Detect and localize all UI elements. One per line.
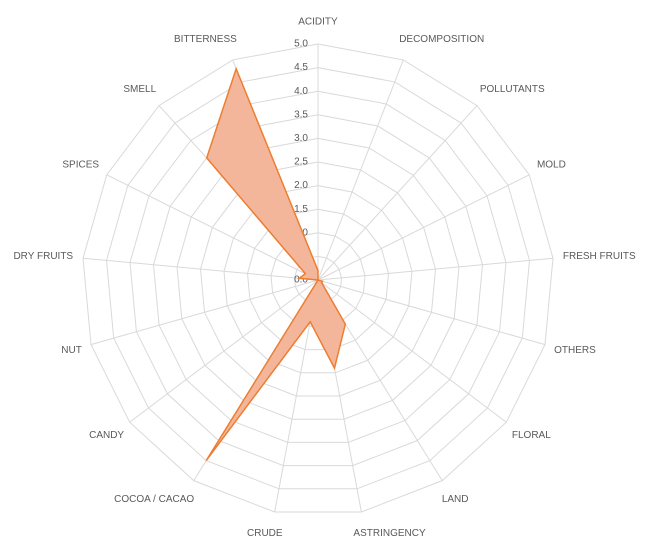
spoke xyxy=(82,257,319,281)
category-label: CRUDE xyxy=(247,528,283,539)
grid-ring xyxy=(176,137,460,420)
category-label: COCOA / CACAO xyxy=(114,494,194,505)
category-label: DECOMPOSITION xyxy=(399,34,484,45)
category-label: NUT xyxy=(61,345,82,356)
category-label: FRESH FRUITS xyxy=(563,251,636,262)
r-tick-label: 1.5 xyxy=(294,204,308,215)
spoke xyxy=(90,279,319,346)
grid-ring xyxy=(129,90,507,467)
spoke xyxy=(317,279,546,346)
category-label: CANDY xyxy=(89,430,124,441)
category-label: SMELL xyxy=(123,84,156,95)
grid-ring xyxy=(199,161,437,397)
radar-area xyxy=(205,66,347,462)
spoke xyxy=(129,279,319,423)
spoke xyxy=(317,105,478,281)
spoke xyxy=(317,174,530,281)
category-label: ACIDITY xyxy=(298,17,338,28)
r-tick-label: 5.0 xyxy=(294,39,308,50)
r-tick-label: 4.5 xyxy=(294,62,308,73)
grid-ring xyxy=(82,43,554,513)
spoke xyxy=(317,59,404,281)
r-tick-label: 3.5 xyxy=(294,109,308,120)
r-tick-label: 3.0 xyxy=(294,133,308,144)
category-label: BITTERNESS xyxy=(174,34,237,45)
category-label: ASTRINGENCY xyxy=(353,528,426,539)
category-label: MOLD xyxy=(537,160,566,171)
category-label: LAND xyxy=(442,494,469,505)
spoke xyxy=(317,257,554,281)
grid-ring xyxy=(152,114,484,443)
category-label: FLORAL xyxy=(512,430,551,441)
category-label: DRY FRUITS xyxy=(13,251,73,262)
r-tick-label: 2.5 xyxy=(294,157,308,168)
category-label: SPICES xyxy=(62,160,99,171)
r-tick-label: 0.0 xyxy=(294,275,308,286)
r-tick-label: 4.0 xyxy=(294,86,308,97)
grid-ring xyxy=(223,185,413,374)
spoke xyxy=(106,174,319,281)
category-label: OTHERS xyxy=(554,345,596,356)
grid-ring xyxy=(105,67,531,490)
grid-ring xyxy=(246,208,390,351)
category-label: POLLUTANTS xyxy=(480,84,545,95)
spoke xyxy=(317,279,507,423)
r-tick-label: 2.0 xyxy=(294,180,308,191)
